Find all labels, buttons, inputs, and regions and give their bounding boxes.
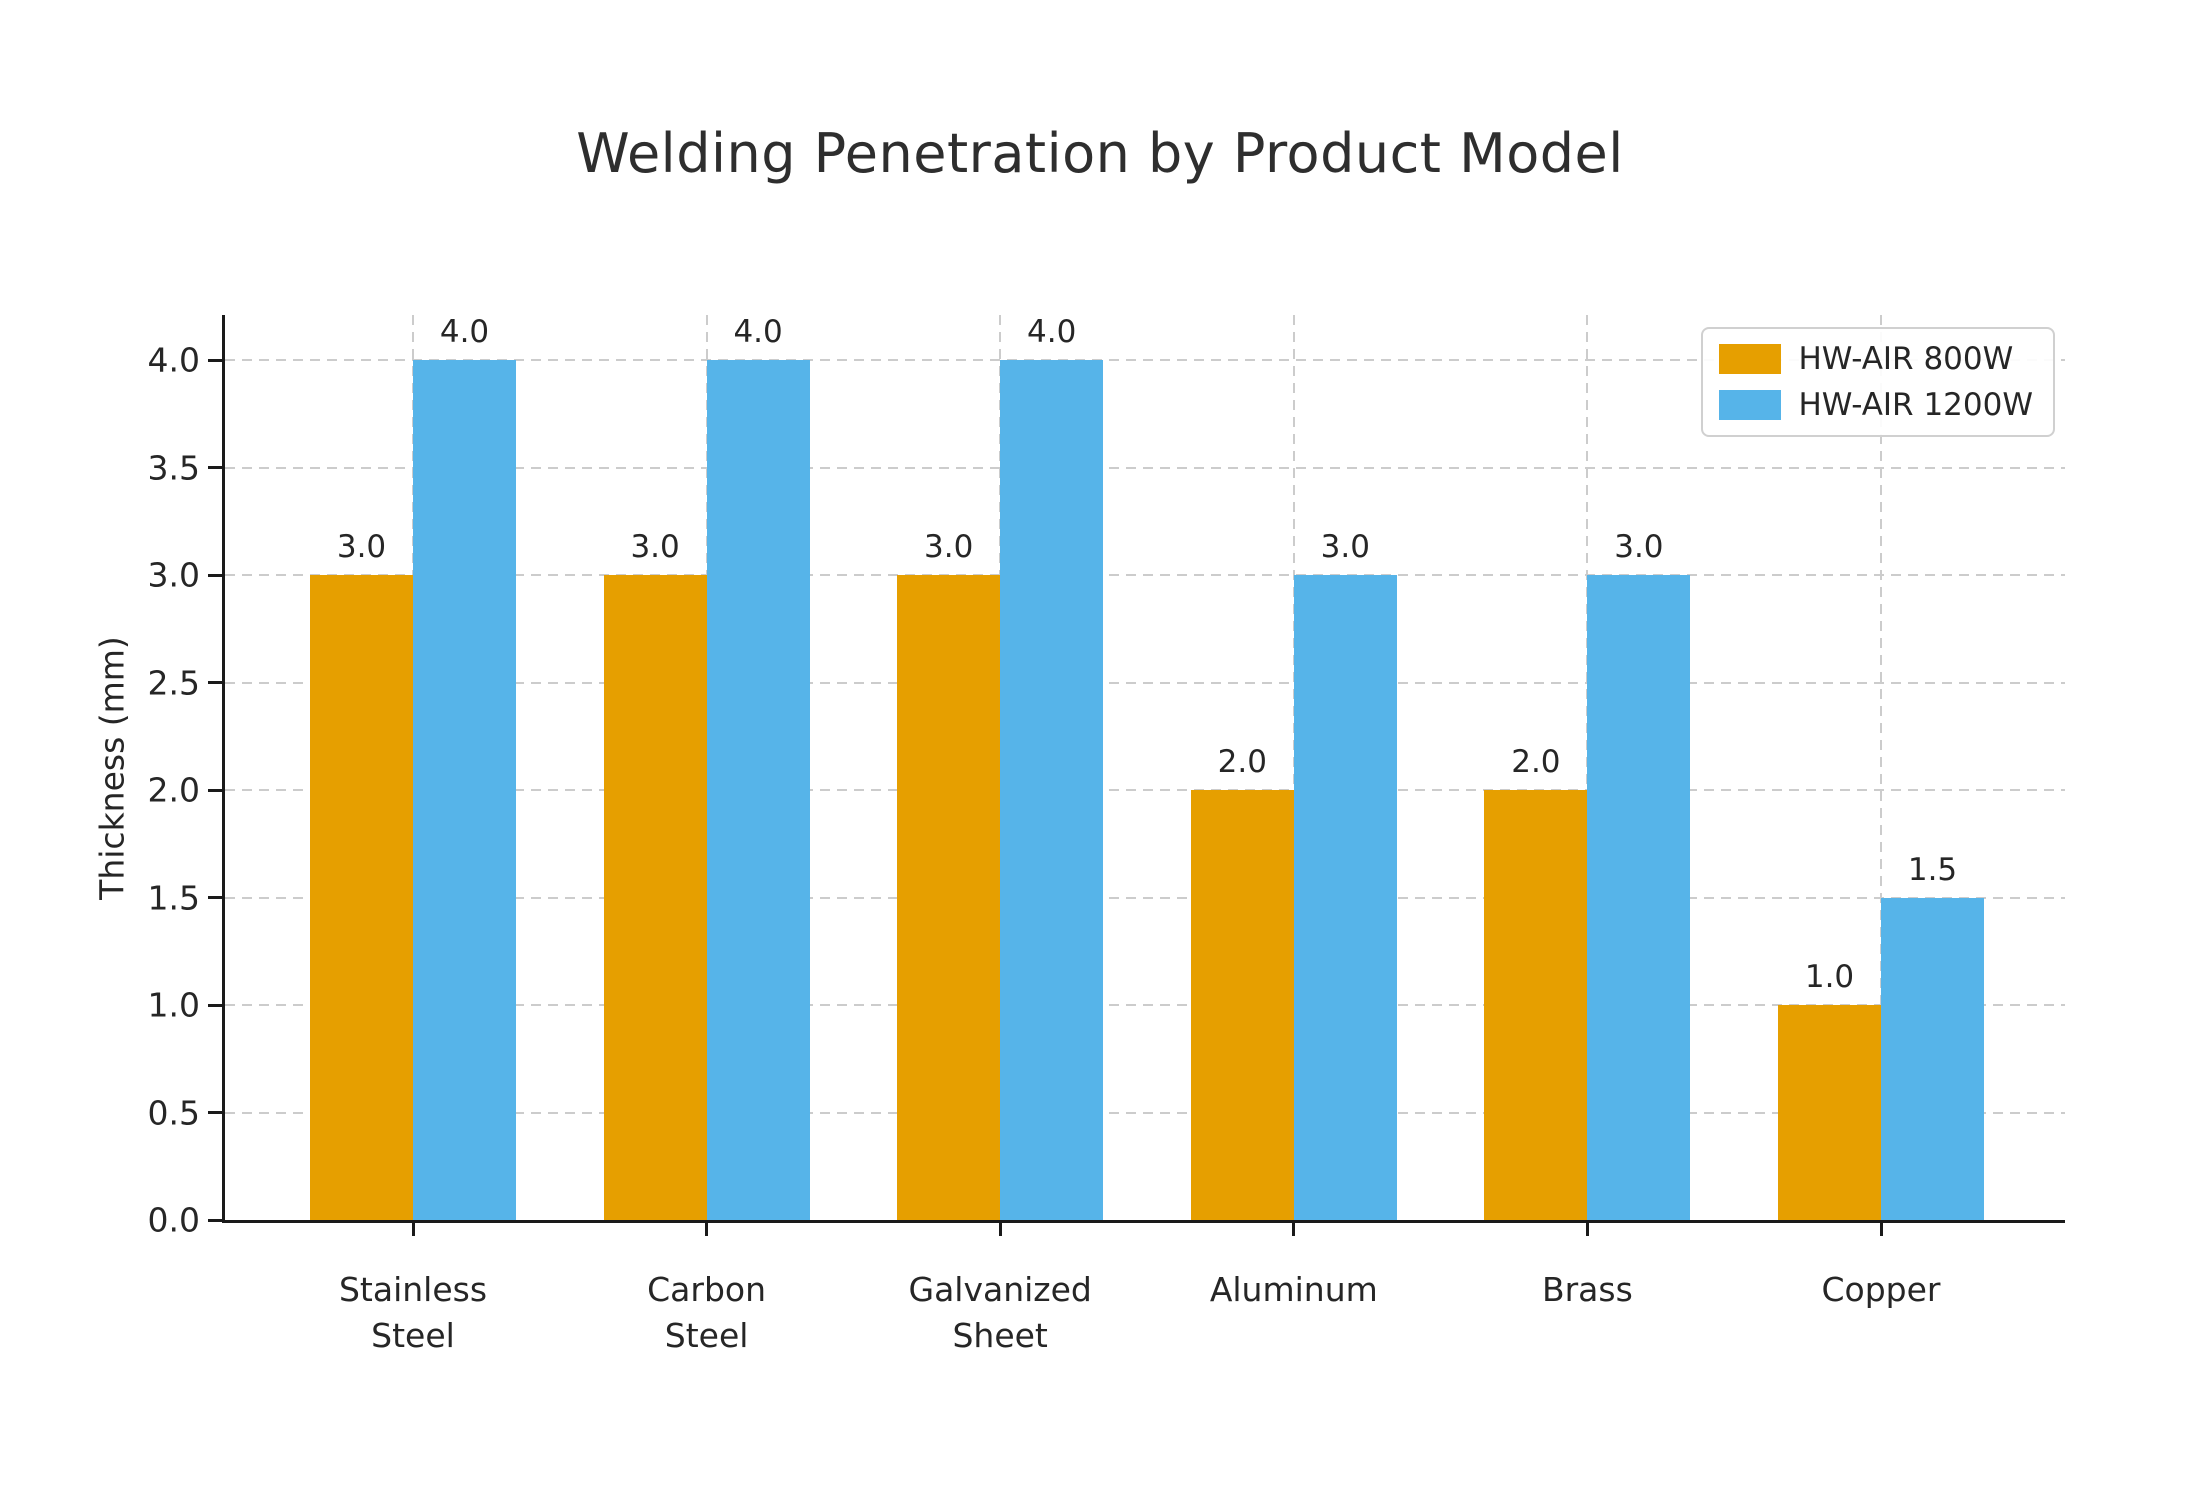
y-tick-label: 1.0	[147, 985, 200, 1025]
bar-800w	[310, 575, 413, 1220]
x-category-label-line: Galvanized	[908, 1270, 1092, 1309]
y-tick-label: 2.0	[147, 770, 200, 810]
x-tick-mark	[998, 1223, 1002, 1236]
y-tick-mark	[208, 573, 222, 577]
x-category-label-line: Brass	[1541, 1270, 1633, 1309]
bar-800w	[603, 575, 707, 1220]
x-tick-mark	[1585, 1223, 1589, 1236]
x-tick-mark	[1292, 1223, 1296, 1236]
bar-value-label: 3.0	[1320, 529, 1370, 565]
h-gridline	[225, 896, 2065, 899]
bar-800w	[1778, 1005, 1881, 1220]
legend-row-800w: HW-AIR 800W	[1718, 341, 2034, 377]
y-tick-mark	[208, 1218, 222, 1222]
bar-1200w	[413, 360, 516, 1220]
x-category-label-line: Stainless	[338, 1270, 488, 1309]
y-tick-mark	[208, 788, 222, 792]
x-tick-mark	[1879, 1223, 1883, 1236]
x-category-label: Brass	[1427, 1267, 1747, 1313]
bar-800w	[1484, 790, 1588, 1220]
legend-swatch-800w	[1718, 344, 1781, 374]
y-tick-mark	[208, 896, 222, 899]
bar-1200w	[1587, 575, 1691, 1220]
y-tick-label: 3.5	[147, 448, 200, 487]
x-category-label: Copper	[1721, 1267, 2041, 1313]
h-gridline	[225, 1111, 2065, 1114]
y-tick-mark	[208, 466, 222, 469]
legend-label-1200w: HW-AIR 1200W	[1798, 387, 2034, 423]
bar-value-label: 3.0	[924, 529, 974, 565]
bar-value-label: 1.0	[1804, 959, 1855, 995]
bar-800w	[1190, 790, 1294, 1220]
y-tick-label: 0.5	[147, 1093, 200, 1132]
plot-area: 0.0 0.5 1.0 1.5 2.0 2.5 3.0 3.5 4.0 Stainless Stee…	[148, 314, 2065, 1355]
x-category-label-line: Aluminum	[1209, 1270, 1378, 1309]
legend-label-800w: HW-AIR 800W	[1798, 341, 2014, 377]
bar-value-label: 2.0	[1217, 744, 1267, 780]
x-category-label-line: Steel	[371, 1316, 455, 1355]
bar-value-label: 3.0	[336, 529, 387, 565]
x-category-label-line: Steel	[664, 1316, 749, 1355]
y-tick-mark	[208, 1003, 222, 1007]
h-gridline	[225, 789, 2065, 791]
x-category-label: Stainless Steel	[253, 1267, 573, 1359]
x-category-label: Aluminum	[1134, 1267, 1454, 1313]
chart-title: Welding Penetration by Product Model	[576, 122, 1624, 185]
x-tick-mark	[411, 1223, 415, 1236]
y-tick-mark	[208, 358, 222, 362]
y-tick-label: 3.0	[147, 555, 200, 595]
y-tick-mark	[208, 681, 222, 684]
x-tick-mark	[705, 1223, 709, 1236]
h-gridline	[225, 359, 2065, 361]
bar-value-label: 3.0	[1614, 529, 1664, 565]
y-tick-label: 1.5	[147, 878, 200, 917]
h-gridline	[225, 466, 2065, 469]
legend-row-1200w: HW-AIR 1200W	[1718, 387, 2034, 423]
y-tick-label: 0.0	[147, 1200, 200, 1240]
bar-value-label: 3.0	[630, 529, 680, 565]
legend: HW-AIR 800W HW-AIR 1200W	[1700, 327, 2055, 437]
bar-value-label: 4.0	[1027, 314, 1077, 350]
bar-value-label: 4.0	[733, 314, 783, 350]
bar-1200w	[706, 360, 810, 1220]
x-category-label: Galvanized Sheet	[840, 1267, 1160, 1359]
h-gridline	[225, 681, 2065, 684]
bar-1200w	[1881, 897, 1984, 1220]
bar-1200w	[1000, 360, 1104, 1220]
bar-1200w	[1293, 575, 1397, 1220]
x-category-label-line: Carbon	[647, 1270, 767, 1309]
x-category-label-line: Sheet	[952, 1316, 1048, 1355]
v-gridline	[1880, 315, 1882, 1220]
legend-swatch-1200w	[1718, 390, 1781, 420]
h-gridline	[225, 574, 2065, 576]
y-tick-label: 4.0	[147, 340, 200, 380]
h-gridline	[225, 1004, 2065, 1006]
bar-800w	[897, 575, 1001, 1220]
x-category-label: Carbon Steel	[547, 1267, 867, 1359]
x-category-label-line: Copper	[1821, 1270, 1941, 1309]
y-tick-mark	[208, 1111, 222, 1114]
bar-value-label: 2.0	[1511, 744, 1561, 780]
bar-value-label: 4.0	[439, 314, 490, 350]
y-tick-label: 2.5	[147, 663, 200, 702]
bar-value-label: 1.5	[1907, 851, 1958, 888]
